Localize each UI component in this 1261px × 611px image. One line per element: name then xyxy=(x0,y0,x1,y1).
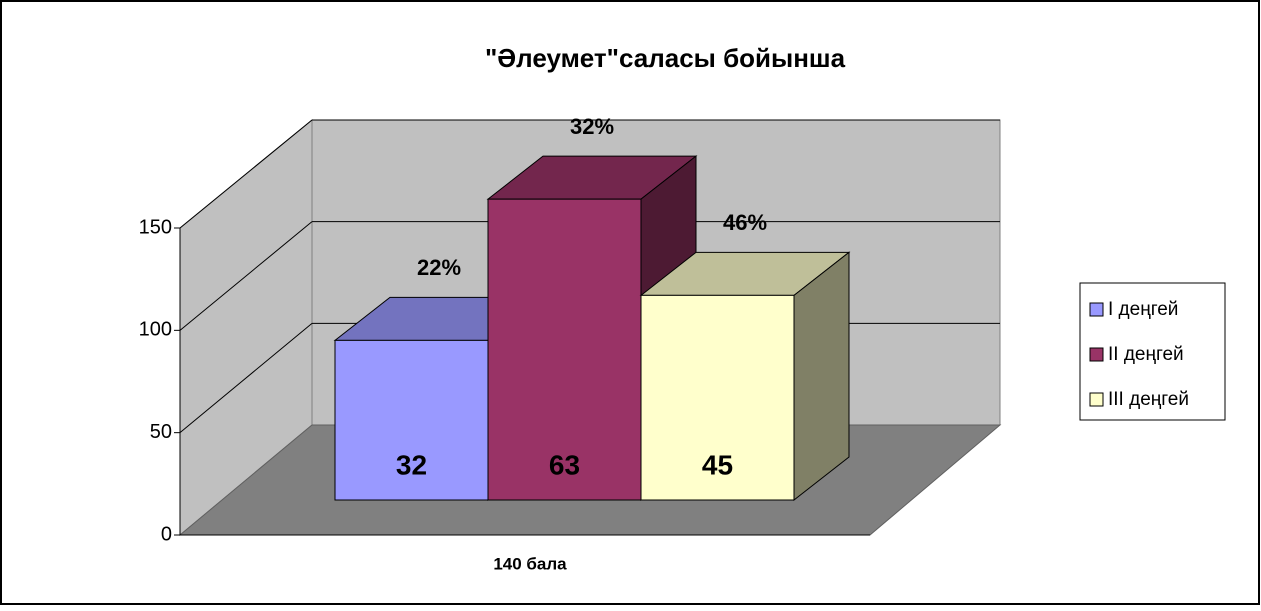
legend-swatch xyxy=(1089,392,1104,407)
y-tick-label: 50 xyxy=(150,421,172,443)
bar-side xyxy=(793,251,850,502)
legend xyxy=(1079,282,1226,421)
y-tick-label: 0 xyxy=(161,523,172,545)
bar-inner-label: 63 xyxy=(549,449,580,480)
bar xyxy=(334,339,489,501)
grid-line xyxy=(179,221,313,331)
bar xyxy=(640,294,795,501)
legend-label: ІІІ деңгей xyxy=(1108,389,1189,410)
annotation: 46% xyxy=(723,210,767,235)
y-tick-label: 150 xyxy=(139,216,172,238)
grid-line xyxy=(179,119,313,229)
annotation: 32% xyxy=(570,114,614,139)
chart-title: "Әлеумет"саласы бойынша xyxy=(485,43,846,73)
grid-line xyxy=(179,322,313,434)
legend-swatch xyxy=(1089,302,1104,317)
bar xyxy=(487,198,642,501)
bar-inner-label: 45 xyxy=(702,449,733,480)
legend-swatch xyxy=(1089,347,1104,362)
annotation: 22% xyxy=(417,255,461,280)
y-tick-label: 100 xyxy=(139,319,172,341)
legend-label: І деңгей xyxy=(1108,299,1178,320)
bar-inner-label: 32 xyxy=(396,449,427,480)
legend-label: ІІ деңгей xyxy=(1108,344,1184,365)
x-axis-label: 140 бала xyxy=(493,554,567,573)
